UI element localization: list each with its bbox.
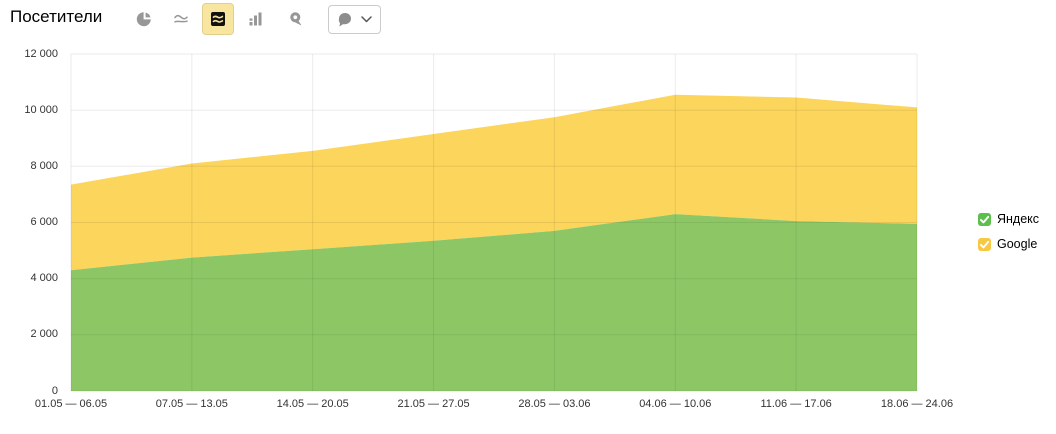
- bar-chart-icon: [249, 12, 262, 26]
- comment-bubble-icon: [338, 13, 351, 27]
- bar-chart-button[interactable]: [240, 3, 272, 35]
- area-series-yandex[interactable]: [71, 214, 917, 391]
- chart-legend: Яндекс Google: [978, 212, 1039, 262]
- annotations-dropdown[interactable]: [328, 5, 381, 34]
- legend-item-google[interactable]: Google: [978, 237, 1039, 251]
- x-axis-tick-label: 18.06 — 24.06: [880, 398, 954, 410]
- legend-label: Яндекс: [997, 212, 1040, 226]
- x-axis-tick-label: 04.06 — 10.06: [639, 398, 712, 410]
- map-pin-icon: [290, 12, 302, 26]
- x-axis-tick-label: 01.05 — 06.05: [34, 398, 108, 410]
- checkbox-checked-icon[interactable]: [978, 212, 991, 226]
- pie-chart-icon: [136, 12, 151, 27]
- page-title: Посетители: [10, 7, 103, 26]
- checkmark-icon: [979, 215, 990, 223]
- pie-chart-button[interactable]: [128, 3, 160, 35]
- y-axis-tick-label: 0: [51, 384, 58, 397]
- y-axis-tick-label: 4 000: [30, 272, 58, 285]
- x-axis-tick-label: 28.05 — 03.06: [518, 398, 591, 410]
- x-axis-tick-label: 14.05 — 20.05: [276, 398, 349, 410]
- y-axis-tick-label: 6 000: [30, 216, 58, 228]
- x-axis-tick-label: 07.05 — 13.05: [155, 398, 228, 410]
- y-axis-tick-label: 12 000: [24, 47, 58, 60]
- legend-item-yandex[interactable]: Яндекс: [978, 212, 1039, 226]
- y-axis-tick-label: 2 000: [30, 328, 58, 341]
- checkmark-icon: [979, 240, 990, 248]
- x-axis-tick-label: 11.06 — 17.06: [760, 398, 832, 410]
- line-chart-button[interactable]: [165, 3, 197, 35]
- line-chart-icon: [174, 14, 188, 23]
- stacked-area-chart-icon: [211, 12, 225, 26]
- area-series-google[interactable]: [71, 94, 917, 271]
- stacked-area-chart-button[interactable]: [202, 3, 234, 35]
- chevron-down-icon: [361, 16, 372, 23]
- y-axis-tick-label: 8 000: [30, 159, 58, 172]
- x-axis-tick-label: 21.05 — 27.05: [397, 398, 470, 410]
- map-pin-button[interactable]: [280, 3, 312, 35]
- checkbox-checked-icon[interactable]: [978, 237, 991, 251]
- legend-label: Google: [997, 237, 1038, 251]
- y-axis-tick-label: 10 000: [24, 103, 58, 116]
